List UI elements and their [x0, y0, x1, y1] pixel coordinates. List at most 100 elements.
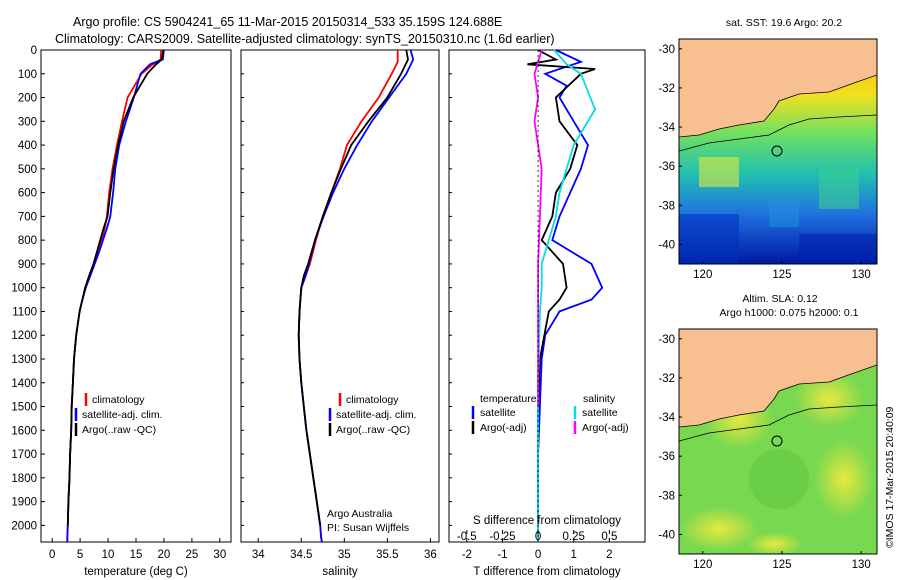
x-tick-label: 25	[185, 549, 198, 561]
salinity-legend: climatology satellite-adj. clim. Argo(..…	[327, 393, 417, 534]
map-y-tick-label: -30	[658, 334, 675, 346]
y-tick-label: 1200	[11, 330, 37, 342]
series-line-satellite-adj-clim	[66, 49, 165, 542]
series-line-argo-raw-qc	[66, 49, 165, 526]
map-y-tick-label: -40	[658, 529, 675, 541]
y-tick-label: 400	[18, 140, 37, 152]
title-line-1: Argo profile: CS 5904241_65 11-Mar-2015 …	[73, 15, 502, 29]
sst-map	[679, 39, 877, 264]
legend-climatology: climatology	[346, 394, 399, 406]
y-tick-label: 900	[18, 259, 37, 271]
temperature-xlabel: temperature (deg C)	[84, 566, 188, 578]
y-tick-label: 300	[18, 116, 37, 128]
map-y-tick-label: -40	[658, 239, 675, 251]
depth-contour	[679, 404, 877, 442]
y-tick-label: 1100	[12, 306, 37, 318]
map-x-tick-label: 125	[772, 559, 791, 571]
s-tick-label: 0	[535, 531, 541, 543]
difference-axes	[448, 49, 646, 543]
pi-annotation-2: PI: Susan Wijffels	[327, 522, 409, 534]
x-tick-label: 35	[338, 549, 351, 561]
sla-map-title: Altim. SLA: 0.12	[742, 293, 817, 305]
y-tick-label: 600	[18, 188, 37, 200]
series-line-argo-raw-qc	[297, 49, 409, 526]
sla-map-axes: 120 125 130 -30 -32 -34 -36 -38 -40	[658, 334, 870, 571]
x-tick-label: -1	[497, 549, 507, 561]
depth-contour	[679, 114, 877, 152]
land-mass	[679, 329, 877, 427]
sla-map	[679, 329, 877, 554]
depth-axis-ticks: 0 100 200 300 400 500 600 700 800 900 1000 1100 1200…	[11, 45, 452, 532]
map-y-tick-label: -30	[658, 44, 675, 56]
y-tick-label: 100	[18, 69, 37, 81]
legend-s-satellite: satellite	[582, 407, 618, 419]
y-tick-label: 1700	[11, 449, 37, 461]
title-line-2: Climatology: CARS2009. Satellite-adjuste…	[55, 32, 555, 46]
argo-float-marker	[771, 435, 783, 447]
map-y-tick-label: -34	[658, 412, 675, 424]
map-y-tick-label: -34	[658, 122, 675, 134]
sla-high-4	[679, 507, 759, 551]
x-tick-label: 20	[158, 549, 171, 561]
difference-top-label: S difference from climatology	[473, 515, 621, 527]
series-line-temperature-satellite	[537, 49, 604, 542]
y-tick-label: 1600	[11, 425, 37, 437]
legend-t-satellite: satellite	[480, 407, 516, 419]
s-tick-label: 0.5	[601, 531, 617, 543]
sst-texture	[679, 157, 877, 264]
legend-header-salinity: salinity	[583, 393, 616, 405]
coastline	[679, 74, 877, 138]
map-y-tick-label: -32	[658, 373, 675, 385]
sla-high-5	[746, 532, 802, 554]
sla-map-frame	[678, 328, 878, 555]
x-tick-label: 30	[213, 549, 226, 561]
salinity-axes	[240, 49, 440, 543]
x-tick-label: 34	[252, 549, 265, 561]
x-tick-label: -2	[462, 549, 472, 561]
y-tick-label: 1300	[11, 354, 37, 366]
series-line-salinity-satellite	[537, 49, 597, 542]
difference-xlabel: T difference from climatology	[473, 566, 620, 578]
y-tick-label: 1900	[11, 497, 37, 509]
series-line-climatology	[66, 49, 162, 542]
sla-high-2	[794, 371, 864, 427]
x-tick-label: 1	[571, 549, 577, 561]
difference-plot: -2 -1 0 1 2 -0.5 -0.25 0 0.25 0.5	[457, 49, 617, 561]
sla-high-3	[814, 439, 874, 519]
map-x-tick-label: 130	[852, 559, 871, 571]
legend-satellite: satellite-adj. clim.	[82, 409, 163, 421]
sst-map-title: sat. SST: 19.6 Argo: 20.2	[726, 17, 842, 29]
y-tick-label: 700	[18, 211, 37, 223]
sla-map-subtitle: Argo h1000: 0.075 h2000: 0.1	[720, 307, 859, 319]
map-x-tick-label: 125	[772, 269, 791, 281]
y-tick-label: 1800	[11, 473, 37, 485]
y-tick-label: 500	[18, 164, 37, 176]
legend-satellite: satellite-adj. clim.	[336, 409, 417, 421]
salinity-xlabel: salinity	[322, 566, 357, 578]
x-tick-label: 2	[606, 549, 612, 561]
y-tick-label: 200	[18, 93, 37, 105]
map-y-tick-label: -36	[658, 451, 675, 463]
map-x-tick-label: 130	[852, 269, 871, 281]
s-tick-label: -0.25	[489, 531, 515, 543]
series-line-temperature-argo-adj	[527, 49, 596, 526]
y-tick-label: 1000	[11, 283, 37, 295]
salinity-plot: 34 34.5 35 35.5 36	[252, 49, 437, 561]
series-line-climatology	[297, 50, 399, 543]
coastline	[679, 364, 877, 428]
x-tick-label: 5	[77, 549, 83, 561]
x-tick-label: 34.5	[290, 549, 312, 561]
legend-s-argo: Argo(-adj)	[582, 422, 629, 434]
y-tick-label: 1400	[11, 378, 37, 390]
legend-climatology: climatology	[92, 394, 145, 406]
sst-map-frame	[678, 38, 878, 265]
pi-annotation-1: Argo Australia	[327, 508, 393, 520]
x-tick-label: 15	[130, 549, 143, 561]
sst-map-axes: 120 125 130 -30 -32 -34 -36 -38 -40	[658, 44, 870, 281]
legend-argo: Argo(..raw -QC)	[82, 424, 156, 436]
s-tick-label: 0.25	[563, 531, 585, 543]
imos-timestamp: ©IMOS 17-Mar-2015 20:40:09	[884, 406, 896, 548]
temperature-legend: climatology satellite-adj. clim. Argo(..…	[74, 393, 163, 436]
y-tick-label: 1500	[11, 402, 37, 414]
x-tick-label: 36	[424, 549, 437, 561]
